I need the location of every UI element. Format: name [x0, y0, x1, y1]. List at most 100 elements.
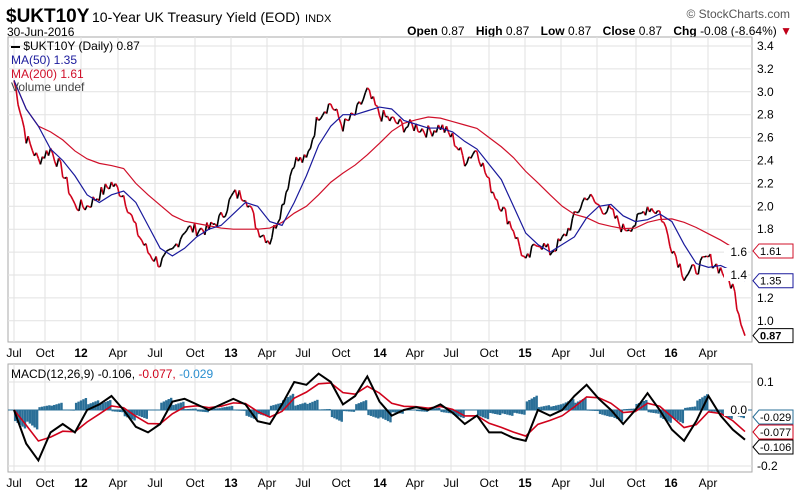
price-segment	[622, 223, 626, 231]
price-segment	[391, 116, 394, 119]
price-segment	[470, 153, 474, 159]
price-segment	[362, 92, 367, 100]
price-segment	[375, 104, 378, 108]
price-segment	[289, 169, 293, 177]
x-tick-label: Oct	[627, 346, 646, 360]
price-segment	[167, 248, 171, 251]
x-tick-label: Oct	[332, 476, 351, 490]
y-tick-label: 1.2	[757, 291, 774, 305]
x-tick-label: Oct	[186, 476, 205, 490]
price-segment	[600, 208, 604, 215]
price-segment	[86, 204, 90, 208]
high-label: High	[475, 24, 503, 38]
legend-price: $UKT10Y (Daily) 0.87	[11, 39, 140, 53]
price-segment	[51, 152, 56, 162]
price-segment	[594, 201, 598, 205]
price-segment	[574, 210, 577, 214]
y-tick-label: 2.8	[757, 108, 774, 122]
price-segment	[62, 176, 66, 180]
price-segment	[669, 246, 673, 254]
y-tick-label: 2.2	[757, 176, 774, 190]
price-segment	[732, 283, 736, 293]
y-tick-label-bg	[724, 268, 748, 281]
price-segment	[307, 147, 312, 152]
price-segment	[68, 192, 72, 197]
open-label: Open	[407, 24, 438, 38]
x-tick-label: Jul	[6, 346, 21, 360]
price-segment	[742, 329, 746, 336]
brand-link[interactable]: © StockCharts.com	[686, 7, 790, 21]
legend-swatch	[11, 45, 20, 48]
price-segment	[516, 237, 521, 247]
x-tick-label: 12	[74, 346, 88, 360]
price-segment	[685, 273, 689, 278]
y-tick-label: 1.6	[730, 245, 747, 259]
price-segment	[116, 186, 121, 197]
price-segment	[571, 211, 576, 219]
price-segment	[360, 99, 364, 105]
y-tick-label: 1.0	[757, 314, 774, 328]
y-tick-label: 2.6	[757, 131, 774, 145]
price-segment	[354, 104, 358, 116]
price-segment	[508, 220, 513, 229]
price-segment	[283, 192, 287, 205]
price-segment	[185, 226, 190, 232]
price-segment	[549, 251, 553, 256]
price-segment	[313, 117, 318, 136]
price-segment	[661, 220, 665, 224]
price-segment	[502, 206, 506, 210]
price-segment	[70, 195, 74, 201]
price-segment	[565, 227, 570, 237]
x-tick-label: 14	[373, 476, 387, 490]
price-segment	[287, 175, 291, 189]
price-segment	[551, 250, 555, 253]
price-segment	[689, 264, 693, 271]
last-price-tag-box	[752, 328, 794, 344]
y-tick-label: 0.1	[757, 375, 774, 389]
chart-date: 30-Jun-2016	[7, 25, 75, 39]
y-tick-label: 3.4	[757, 39, 774, 53]
price-segment	[177, 239, 182, 248]
price-segment	[451, 132, 456, 146]
macd-signal-tag: -0.077	[760, 427, 791, 439]
price-segment	[98, 186, 103, 201]
price-segment	[114, 183, 119, 188]
price-segment	[305, 150, 310, 158]
price-segment	[704, 255, 707, 258]
macd-hist-tag: -0.029	[760, 412, 791, 424]
price-segment	[673, 251, 677, 257]
price-segment	[228, 195, 232, 201]
price-segment	[181, 232, 186, 236]
price-segment	[23, 127, 27, 144]
price-segment	[630, 226, 635, 232]
price-segment	[734, 291, 738, 310]
x-tick-label: Oct	[480, 346, 499, 360]
close-value: 0.87	[638, 24, 663, 38]
price-segment	[740, 324, 744, 331]
y-tick-label: 0.0	[730, 403, 747, 417]
price-segment	[655, 210, 659, 215]
x-tick-label: 14	[373, 346, 387, 360]
price-segment	[240, 198, 244, 202]
price-segment	[591, 196, 596, 203]
price-segment	[179, 234, 184, 240]
price-segment	[679, 263, 683, 276]
price-segment	[301, 154, 306, 163]
price-segment	[279, 204, 283, 219]
price-segment	[269, 237, 273, 245]
price-segment	[606, 205, 610, 213]
price-segment	[74, 203, 78, 210]
price-segment	[569, 218, 574, 231]
price-segment	[612, 208, 616, 219]
price-segment	[616, 215, 620, 225]
price-segment	[78, 199, 82, 211]
price-segment	[372, 96, 377, 106]
x-tick-label: 15	[518, 346, 532, 360]
x-tick-label: Oct	[36, 476, 55, 490]
y-tick-label-bg	[724, 403, 748, 416]
y-tick-label: 1.4	[730, 268, 747, 282]
price-segment	[332, 108, 336, 111]
price-segment	[454, 145, 458, 149]
ma200-tag-box	[752, 243, 794, 259]
ma200-line	[13, 80, 746, 252]
